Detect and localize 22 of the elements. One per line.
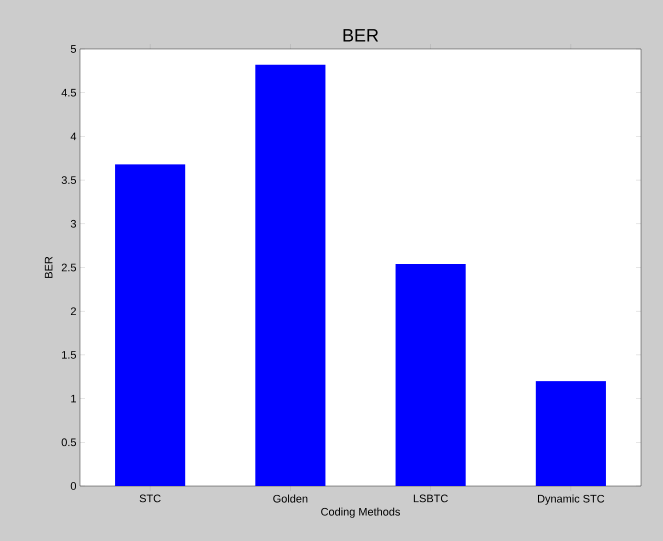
y-tick-label: 2 [70,307,76,316]
y-tick-label: 0 [70,482,76,490]
y-tick-label: 5 [70,45,76,53]
y-tick-label: 3 [70,220,76,228]
x-tick-label: STC [140,494,161,502]
chart-title: BER [344,29,378,42]
y-tick-label: 3.5 [62,176,76,184]
x-tick-label: Dynamic STC [538,494,604,505]
bar [115,164,186,486]
bar [255,64,326,486]
bar [536,381,606,486]
y-tick-label: 0.5 [62,438,76,446]
y-tick-label: 1 [71,394,76,402]
x-tick-label: LSBTC [414,494,448,502]
y-axis-title: BER [44,256,52,278]
bar [396,264,466,486]
x-tick-label: Golden [273,494,308,503]
y-tick-label: 4.5 [61,88,76,97]
y-tick-label: 4 [70,132,76,140]
y-tick-label: 1.5 [62,351,76,359]
y-tick-label: 2.5 [62,264,76,272]
x-axis-title: Coding Methods [321,508,400,518]
